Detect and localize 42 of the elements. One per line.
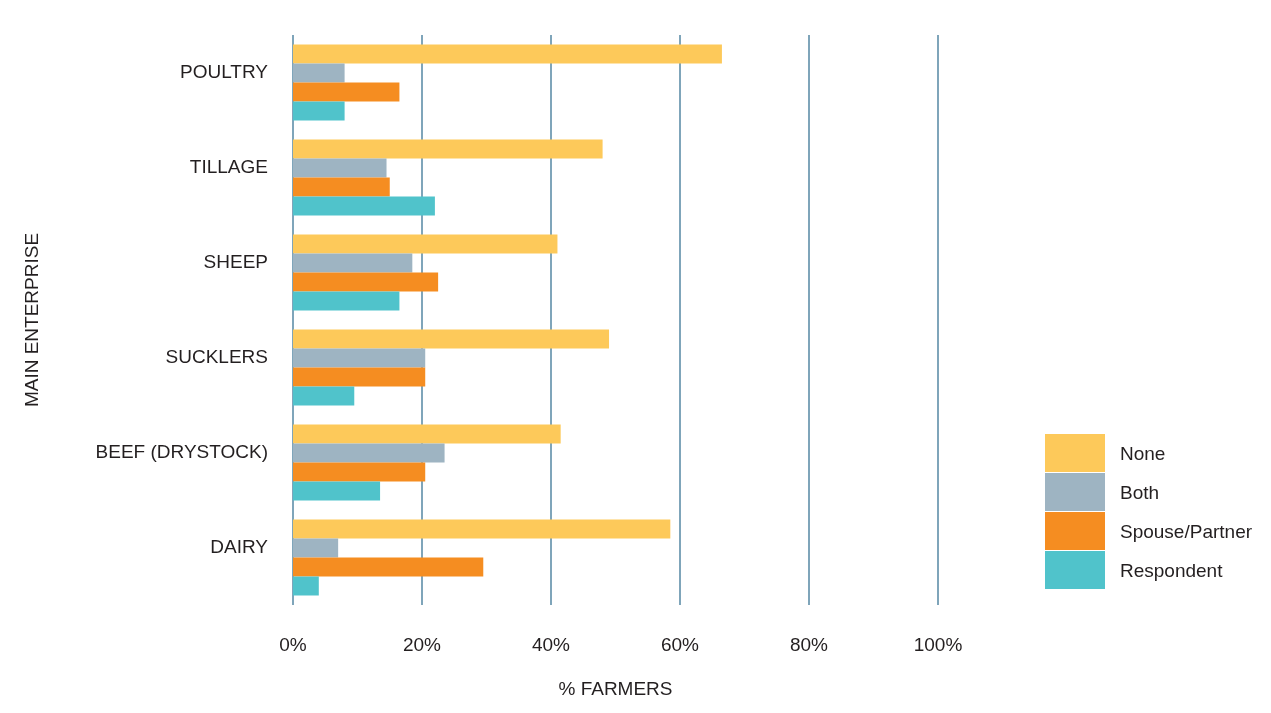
y-tick-label: SHEEP [203, 251, 268, 272]
bar [293, 158, 387, 178]
bar [293, 291, 400, 311]
legend-label: Respondent [1120, 559, 1224, 581]
bar [293, 234, 558, 254]
legend-label: Both [1120, 481, 1160, 503]
bar [293, 177, 390, 197]
bar [293, 272, 439, 292]
x-tick-label: 20% [402, 634, 442, 655]
y-tick-label: TILLAGE [189, 156, 268, 177]
bar [293, 139, 603, 159]
bar [293, 576, 319, 596]
bar [293, 329, 610, 349]
bar [293, 82, 400, 102]
x-tick-label: 0% [279, 634, 307, 655]
bar [293, 481, 381, 501]
bar [293, 44, 722, 64]
bar [293, 63, 345, 83]
bar [293, 196, 435, 216]
bar [293, 253, 413, 273]
bar [293, 101, 345, 121]
legend-label: Spouse/Partner [1120, 520, 1253, 542]
legend-label: None [1120, 442, 1166, 464]
x-tick-label: 40% [531, 634, 571, 655]
y-tick-label: POULTRY [180, 61, 269, 82]
x-axis-title: % FARMERS [558, 678, 673, 699]
bar [293, 557, 484, 577]
bar [293, 386, 355, 406]
y-tick-label: BEEF (DRYSTOCK) [95, 441, 268, 462]
bar [293, 367, 426, 387]
bar [293, 519, 671, 539]
bar [293, 424, 561, 444]
x-tick-label: 80% [789, 634, 829, 655]
y-tick-label: DAIRY [210, 536, 269, 557]
y-axis-title: MAIN ENTERPRISE [21, 232, 42, 408]
bar [293, 443, 445, 463]
x-tick-label: 100% [913, 634, 963, 655]
bar [293, 348, 426, 368]
x-tick-label: 60% [660, 634, 700, 655]
bar [293, 462, 426, 482]
y-tick-label: SUCKLERS [165, 346, 268, 367]
bar [293, 538, 339, 558]
